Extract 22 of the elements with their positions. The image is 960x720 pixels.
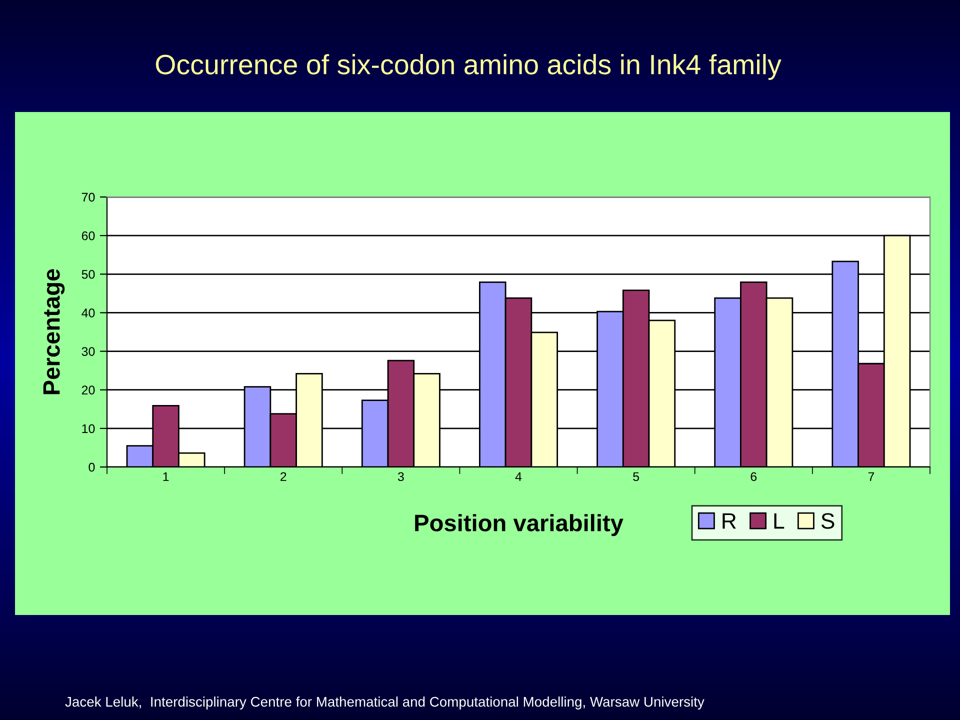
x-tick-label: 4: [515, 472, 522, 481]
y-tick-label: 30: [82, 347, 95, 356]
x-tick-label: 6: [750, 472, 757, 482]
legend-label: R: [722, 513, 736, 529]
x-tick-label: 1: [163, 472, 169, 481]
y-tick-label: 10: [82, 424, 95, 434]
x-tick-label: 3: [398, 472, 404, 482]
y-tick-label: 70: [82, 192, 95, 202]
y-tick-label: 20: [82, 386, 95, 395]
y-tick-label: 40: [82, 308, 95, 318]
x-axis-title: Position variability: [415, 514, 624, 536]
x-tick-label: 5: [633, 472, 640, 482]
text: Jacek Leluk, Interdisciplinary Centre for Mathematical and Computational Modelling, Warsaw University: [65, 696, 704, 710]
x-tick-label: 7: [868, 472, 874, 481]
x-tick-label: 2: [280, 472, 286, 481]
legend-label: L: [774, 513, 784, 529]
y-tick-label: 0: [88, 462, 95, 472]
y-axis-title: Percentage: [43, 269, 65, 394]
chart-title: Occurrence of six-codon amino acids in Ink4 family: [156, 54, 782, 80]
y-tick-label: 60: [82, 231, 95, 240]
legend-label: S: [821, 513, 834, 529]
y-tick-label: 50: [82, 270, 95, 279]
